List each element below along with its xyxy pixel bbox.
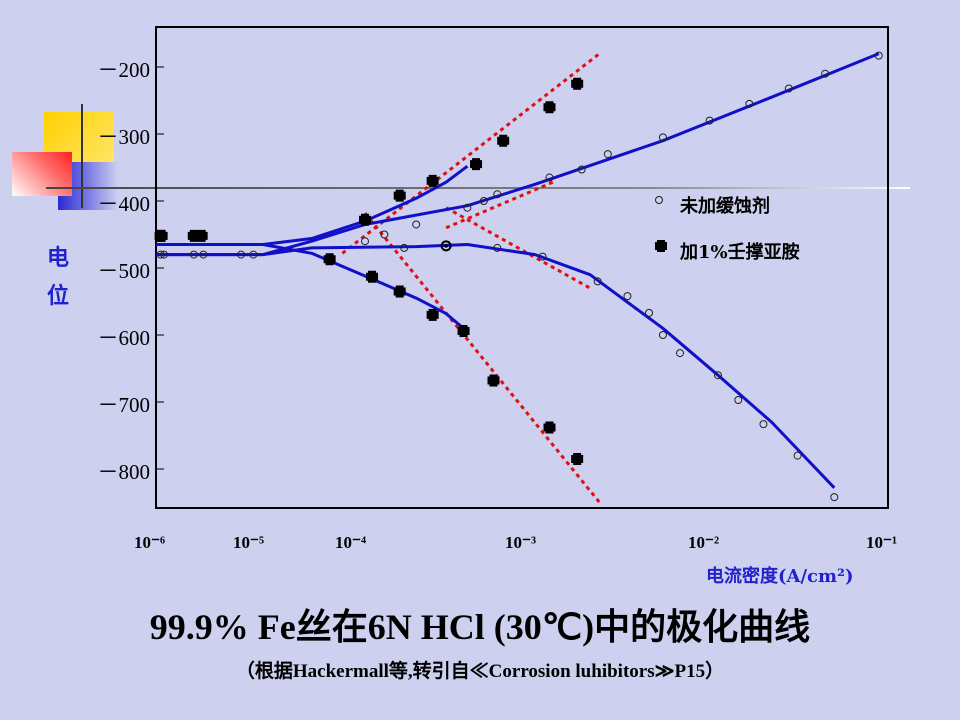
data-point-no-inhibitor	[593, 277, 602, 286]
data-point-no-inhibitor	[199, 250, 208, 259]
slide-title: 99.9% Fe丝在6N HCl (30℃)中的极化曲线	[149, 607, 811, 647]
y-tick-label: －700	[97, 393, 151, 417]
data-point-no-inhibitor	[412, 220, 421, 229]
data-point-no-inhibitor	[759, 420, 768, 429]
legend-marker-no-inhibitor	[655, 196, 663, 204]
data-point-inhibitor	[571, 452, 584, 465]
data-point-inhibitor	[366, 270, 379, 283]
tafel-line	[445, 206, 591, 290]
data-point-inhibitor	[195, 229, 208, 242]
tafel-line	[445, 179, 557, 230]
data-point-no-inhibitor	[237, 250, 246, 259]
data-point-no-inhibitor	[249, 250, 258, 259]
data-point-no-inhibitor	[160, 250, 168, 259]
y-tick-label: －300	[97, 125, 151, 149]
data-point-inhibitor	[426, 308, 439, 321]
curve-no-inhibitor	[156, 52, 880, 257]
legend-label-no-inhibitor: 未加缓蚀剂	[680, 196, 770, 217]
data-point-no-inhibitor	[545, 173, 554, 182]
data-point-inhibitor	[571, 77, 584, 90]
data-point-no-inhibitor	[830, 493, 839, 502]
y-axis-label-char: 位	[47, 284, 70, 309]
data-point-inhibitor	[393, 285, 406, 298]
y-axis-label-char: 电	[47, 246, 70, 271]
data-point-no-inhibitor	[734, 395, 743, 404]
x-tick-label: 10⁻¹	[866, 533, 898, 552]
slide-subtitle: （根据Hackermall等,转引自≪Corrosion luhibitors≫…	[235, 661, 725, 682]
data-point-inhibitor	[470, 158, 483, 171]
tafel-line	[363, 212, 603, 506]
data-point-no-inhibitor	[479, 197, 488, 205]
corrosion-point-marker	[440, 240, 452, 252]
y-tick-label: －800	[97, 460, 151, 484]
x-tick-label: 10⁻²	[688, 533, 720, 552]
data-point-no-inhibitor	[493, 243, 502, 252]
x-tick-label: 10⁻⁴	[335, 533, 367, 552]
data-point-no-inhibitor	[658, 133, 667, 142]
x-tick-label: 10⁻³	[505, 533, 537, 552]
data-point-inhibitor	[323, 253, 336, 266]
data-point-no-inhibitor	[874, 51, 883, 60]
data-point-no-inhibitor	[705, 116, 714, 125]
data-point-no-inhibitor	[658, 331, 667, 339]
data-point-no-inhibitor	[156, 250, 165, 259]
data-point-inhibitor	[359, 213, 371, 226]
legend-label-inhibitor: 加1%壬撑亚胺	[680, 242, 800, 263]
data-point-inhibitor	[457, 324, 470, 337]
data-point-inhibitor	[497, 134, 510, 147]
curve-no-inhibitor	[156, 243, 836, 489]
data-point-no-inhibitor	[189, 250, 198, 259]
data-point-no-inhibitor	[784, 84, 793, 93]
data-point-inhibitor	[426, 174, 439, 187]
y-tick-label: －200	[97, 58, 151, 82]
deco-vertical-line	[81, 104, 83, 208]
corrosion-point-dot	[444, 244, 448, 248]
data-point-no-inhibitor	[493, 190, 502, 199]
data-point-no-inhibitor	[793, 451, 802, 460]
y-tick-label: －400	[97, 192, 151, 216]
data-point-no-inhibitor	[714, 371, 722, 380]
data-point-no-inhibitor	[400, 243, 409, 252]
data-point-no-inhibitor	[676, 349, 685, 358]
data-point-no-inhibitor	[463, 203, 472, 212]
data-point-inhibitor	[543, 101, 556, 114]
data-point-no-inhibitor	[603, 150, 612, 159]
data-point-no-inhibitor	[623, 292, 632, 301]
data-point-no-inhibitor	[380, 230, 389, 239]
data-point-no-inhibitor	[577, 165, 586, 174]
data-point-no-inhibitor	[821, 69, 830, 78]
data-point-inhibitor	[155, 229, 168, 242]
data-point-inhibitor	[543, 421, 556, 434]
deco-horizontal-line	[46, 187, 910, 189]
data-point-no-inhibitor	[361, 237, 369, 246]
data-point-no-inhibitor	[538, 252, 547, 261]
data-point-inhibitor	[393, 189, 406, 202]
x-tick-label: 10⁻⁵	[233, 533, 265, 552]
tafel-line	[341, 51, 603, 255]
plot-frame	[155, 26, 889, 509]
legend-marker-inhibitor	[655, 240, 667, 252]
data-point-inhibitor	[487, 374, 500, 387]
x-axis-label: 电流密度(A/cm²)	[706, 566, 854, 587]
y-tick-label: －600	[97, 326, 151, 350]
x-tick-label: 10⁻⁶	[134, 533, 166, 552]
y-tick-label: －500	[97, 259, 151, 283]
data-point-no-inhibitor	[745, 99, 754, 108]
data-point-no-inhibitor	[645, 308, 654, 317]
